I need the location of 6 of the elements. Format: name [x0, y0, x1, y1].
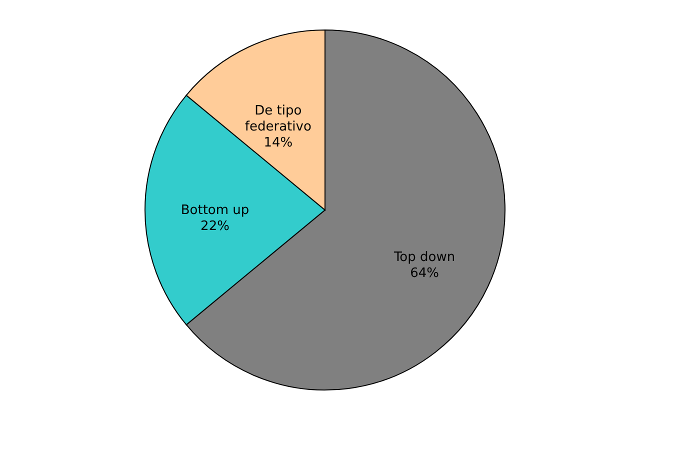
slice-label: Top down — [392, 250, 456, 265]
data-label: 22% — [200, 219, 230, 234]
data-label: 64% — [410, 266, 439, 281]
slice-label: Bottom up — [180, 203, 250, 218]
slice-label: De tipo federativo — [244, 103, 312, 134]
data-label: 14% — [264, 135, 293, 150]
